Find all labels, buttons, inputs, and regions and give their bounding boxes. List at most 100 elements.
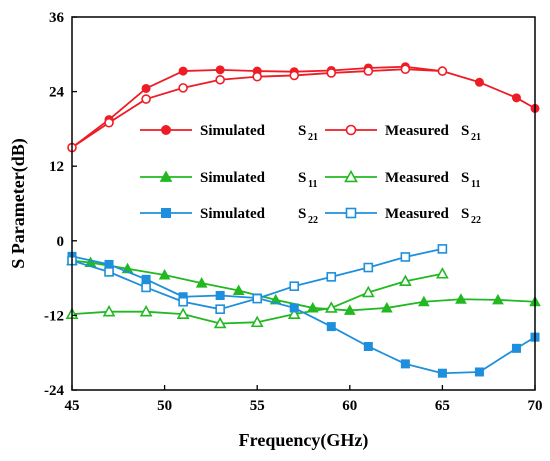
data-point <box>324 301 338 313</box>
x-tick-label: 65 <box>435 398 450 414</box>
x-tick-label: 70 <box>528 398 543 414</box>
data-point <box>215 65 225 75</box>
legend-marker <box>345 207 357 219</box>
data-point <box>437 368 447 378</box>
data-point <box>102 305 116 317</box>
legend-label-main: Simulated <box>200 170 266 186</box>
data-point <box>195 277 208 288</box>
data-point <box>141 83 151 93</box>
data-point <box>215 74 225 85</box>
y-axis-title: S Parameter(dB) <box>8 138 29 268</box>
x-tick-label: 55 <box>250 398 265 414</box>
data-point <box>436 267 449 279</box>
series-measured-s22 <box>67 244 448 314</box>
data-point <box>326 272 337 282</box>
legend-label-subscript: 11 <box>471 179 480 190</box>
data-point <box>326 68 337 78</box>
legend-label-subscript: 11 <box>308 179 317 190</box>
legend-item: Measured S 11 <box>325 169 480 190</box>
data-point <box>361 285 375 298</box>
y-tick-label: 24 <box>49 85 65 101</box>
legend-label-param: S <box>298 206 306 222</box>
data-point <box>176 307 190 319</box>
data-point <box>232 284 245 296</box>
data-point <box>343 304 356 315</box>
legend-label-main: Simulated <box>200 123 266 139</box>
data-point <box>178 83 188 93</box>
legend-label-subscript: 22 <box>308 215 318 226</box>
data-point <box>289 70 300 81</box>
x-axis-title: Frequency(GHz) <box>239 430 369 451</box>
legend-marker <box>161 208 171 218</box>
data-point <box>363 341 373 351</box>
y-tick-label: 36 <box>49 10 65 26</box>
x-tick-label: 45 <box>65 398 80 414</box>
legend-item: Measured S 21 <box>325 123 481 143</box>
series-line <box>71 65 536 149</box>
data-point <box>399 274 412 287</box>
series-measured-s11 <box>65 267 449 329</box>
legend-label-param: S <box>298 170 306 186</box>
data-point <box>400 64 411 75</box>
legend-label-param: S <box>461 206 469 222</box>
data-point <box>287 307 301 319</box>
data-point <box>511 93 521 103</box>
legend-item: Simulated S 11 <box>140 170 317 190</box>
data-point <box>326 322 336 332</box>
data-point <box>437 66 448 76</box>
tick-layer: 45 50 55 60 65 70 -24 -12 0 12 24 36 <box>44 10 543 414</box>
data-point <box>141 282 151 293</box>
data-point <box>418 295 430 307</box>
data-point <box>400 252 411 262</box>
legend-label-param: S <box>461 123 469 139</box>
data-point <box>215 291 225 301</box>
data-point <box>474 367 484 377</box>
data-point <box>158 268 171 280</box>
data-point <box>213 316 227 329</box>
data-point <box>252 71 263 82</box>
data-point <box>363 262 374 273</box>
y-tick-label: 0 <box>57 234 65 250</box>
data-point <box>250 315 264 328</box>
legend-item: Simulated S 21 <box>140 123 318 143</box>
data-point <box>455 293 467 304</box>
series-line <box>71 255 536 375</box>
data-point <box>289 281 300 291</box>
data-point <box>511 343 521 353</box>
data-point <box>178 66 188 76</box>
y-tick-label: -24 <box>44 383 64 399</box>
data-point <box>141 274 151 284</box>
data-point <box>141 94 151 104</box>
legend-label-main: Measured <box>385 123 450 139</box>
x-tick-label: 60 <box>342 398 357 414</box>
legend-label-main: Simulated <box>200 206 266 222</box>
legend-marker <box>345 124 357 136</box>
legend-marker <box>344 169 358 183</box>
data-point <box>474 77 484 87</box>
legend-label-subscript: 22 <box>471 215 481 226</box>
data-point <box>492 293 504 305</box>
series-simulated-s11 <box>66 254 541 315</box>
data-point <box>252 293 262 304</box>
x-tick-label: 50 <box>157 398 172 414</box>
data-point <box>400 359 410 369</box>
data-point <box>178 296 188 307</box>
legend-marker <box>159 170 173 182</box>
data-point <box>437 244 448 254</box>
data-point <box>363 66 374 76</box>
data-point <box>139 305 153 317</box>
legend-marker <box>161 125 171 135</box>
data-point <box>104 267 114 277</box>
legend-label-main: Measured <box>385 206 450 222</box>
data-point <box>104 117 114 128</box>
data-point <box>380 301 393 313</box>
legend-label-main: Measured <box>385 170 450 186</box>
legend-label-param: S <box>298 123 306 139</box>
legend-label-param: S <box>461 170 469 186</box>
legend-label-subscript: 21 <box>308 132 318 143</box>
plot-frame <box>71 16 536 391</box>
legend-item: Measured S 22 <box>325 206 481 226</box>
data-point <box>215 304 225 314</box>
